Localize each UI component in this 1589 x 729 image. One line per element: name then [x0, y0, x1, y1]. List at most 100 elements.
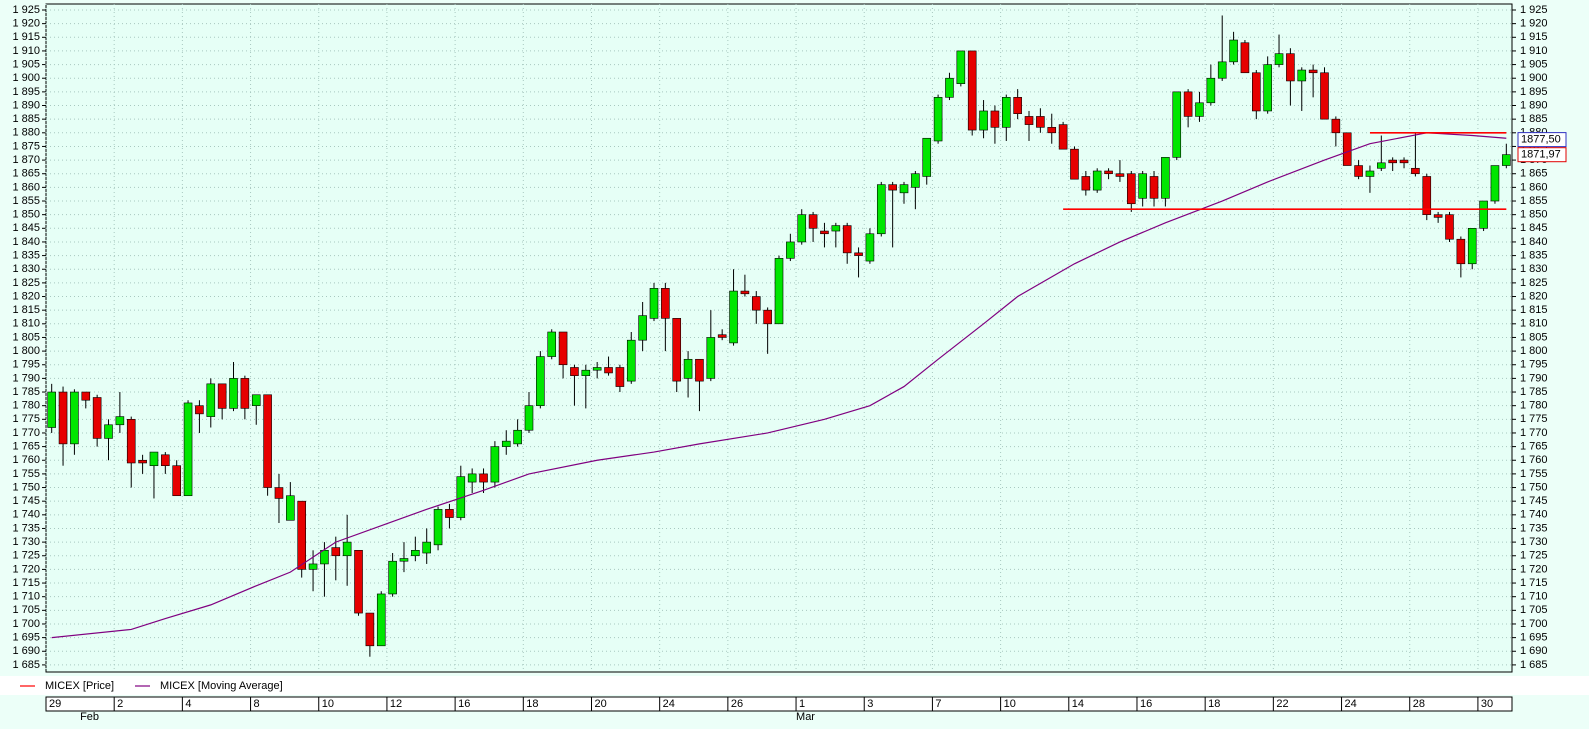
- candle-body: [1433, 214, 1443, 218]
- candle-body: [229, 378, 238, 409]
- y2-tick-label: 1 765: [1520, 441, 1548, 453]
- y-tick-label: 1 785: [12, 386, 40, 398]
- candle-body: [1252, 72, 1261, 112]
- candle-body: [786, 241, 795, 259]
- y2-tick-label: 1 850: [1520, 209, 1548, 221]
- x-tick-label: 16: [1140, 698, 1152, 710]
- y2-tick-label: 1 920: [1520, 18, 1548, 30]
- y-tick-label: 1 870: [12, 154, 40, 166]
- candle-body: [945, 77, 954, 98]
- candle-body: [1217, 61, 1227, 79]
- candle-body: [445, 509, 454, 518]
- candle-body: [536, 356, 545, 406]
- y-tick-label: 1 695: [12, 632, 40, 644]
- y-tick-label: 1 880: [12, 127, 40, 139]
- month-label: Mar: [796, 711, 815, 723]
- x-tick-label: 4: [185, 698, 191, 710]
- y2-tick-label: 1 725: [1520, 550, 1548, 562]
- candle-body: [831, 225, 841, 232]
- candle-body: [92, 397, 102, 439]
- candle-body: [422, 541, 432, 554]
- candle-body: [1365, 170, 1375, 177]
- y-tick-label: 1 915: [12, 31, 40, 43]
- candle-body: [411, 549, 420, 557]
- candle-body: [1490, 165, 1500, 202]
- candle-body: [581, 369, 591, 376]
- x-tick-label: 10: [1004, 698, 1016, 710]
- y2-tick-label: 1 690: [1520, 645, 1548, 657]
- candle-body: [1058, 124, 1068, 150]
- y-tick-label: 1 855: [12, 195, 40, 207]
- candle-body: [967, 50, 977, 131]
- candle-body: [104, 424, 113, 439]
- candle-body: [672, 318, 682, 382]
- candle-body: [240, 378, 250, 409]
- y-tick-label: 1 920: [12, 18, 40, 30]
- candle-body: [1422, 176, 1432, 215]
- y2-tick-label: 1 795: [1520, 359, 1548, 371]
- candle-body: [1320, 72, 1329, 120]
- candle-body: [751, 296, 761, 311]
- candle-body: [217, 383, 227, 409]
- candle-body: [138, 459, 147, 464]
- candle-body: [740, 290, 750, 295]
- y-tick-label: 1 830: [12, 263, 40, 275]
- candle-body: [286, 495, 295, 521]
- candle-body: [1467, 228, 1477, 265]
- candle-body: [81, 391, 91, 401]
- candle-body: [1024, 116, 1034, 125]
- y-tick-label: 1 825: [12, 277, 40, 289]
- candle-body: [354, 549, 363, 614]
- y-tick-label: 1 765: [12, 441, 40, 453]
- y-tick-label: 1 925: [12, 4, 40, 16]
- y2-tick-label: 1 820: [1520, 290, 1548, 302]
- y2-tick-label: 1 700: [1520, 618, 1548, 630]
- y-tick-label: 1 900: [12, 72, 40, 84]
- x-tick-label: 29: [49, 698, 61, 710]
- candle-body: [1195, 102, 1204, 117]
- candle-body: [922, 137, 932, 177]
- candle-body: [342, 541, 352, 557]
- candle-body: [1331, 118, 1341, 134]
- y2-tick-label: 1 800: [1520, 345, 1548, 357]
- y2-tick-label: 1 745: [1520, 495, 1548, 507]
- x-tick-label: 10: [322, 698, 334, 710]
- y2-tick-label: 1 890: [1520, 99, 1548, 111]
- y2-tick-label: 1 760: [1520, 454, 1548, 466]
- candle-body: [1172, 91, 1182, 158]
- y-tick-label: 1 800: [12, 345, 40, 357]
- y2-tick-label: 1 705: [1520, 604, 1548, 616]
- y2-tick-label: 1 895: [1520, 86, 1548, 98]
- price-marker-box: [1517, 132, 1567, 148]
- candle-body: [1456, 238, 1466, 265]
- y2-tick-label: 1 860: [1520, 181, 1548, 193]
- x-tick-label: 26: [731, 698, 743, 710]
- y-tick-label: 1 885: [12, 113, 40, 125]
- y-tick-label: 1 850: [12, 209, 40, 221]
- candle-body: [1183, 91, 1193, 117]
- y-tick-label: 1 790: [12, 372, 40, 384]
- y2-tick-label: 1 785: [1520, 386, 1548, 398]
- y-tick-label: 1 810: [12, 318, 40, 330]
- y-tick-label: 1 720: [12, 563, 40, 575]
- y2-tick-label: 1 845: [1520, 222, 1548, 234]
- x-tick-label: 1: [799, 698, 805, 710]
- x-tick-label: 2: [117, 698, 123, 710]
- candle-body: [1104, 170, 1113, 175]
- price-marker-label: 1877,50: [1521, 134, 1561, 146]
- candle-body: [604, 367, 613, 374]
- candle-body: [1240, 42, 1250, 74]
- x-tick-label: 3: [867, 698, 873, 710]
- candle-body: [1229, 39, 1238, 63]
- candle-body: [547, 331, 557, 357]
- y-tick-label: 1 815: [12, 304, 40, 316]
- candle-body: [717, 334, 727, 338]
- x-tick-label: 24: [1345, 698, 1357, 710]
- y2-tick-label: 1 910: [1520, 45, 1548, 57]
- y2-tick-label: 1 900: [1520, 72, 1548, 84]
- candle-body: [331, 547, 341, 557]
- candle-body: [206, 383, 216, 417]
- candle-body: [1126, 173, 1136, 205]
- x-tick-label: 8: [254, 698, 260, 710]
